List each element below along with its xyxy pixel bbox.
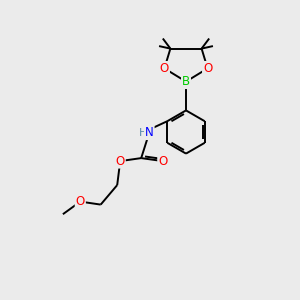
Text: H: H bbox=[139, 128, 147, 138]
Text: O: O bbox=[160, 62, 169, 75]
Text: N: N bbox=[145, 126, 154, 139]
Text: O: O bbox=[116, 154, 125, 168]
Text: B: B bbox=[182, 75, 190, 88]
Text: O: O bbox=[203, 62, 212, 75]
Text: O: O bbox=[76, 195, 85, 208]
Text: O: O bbox=[158, 154, 167, 168]
